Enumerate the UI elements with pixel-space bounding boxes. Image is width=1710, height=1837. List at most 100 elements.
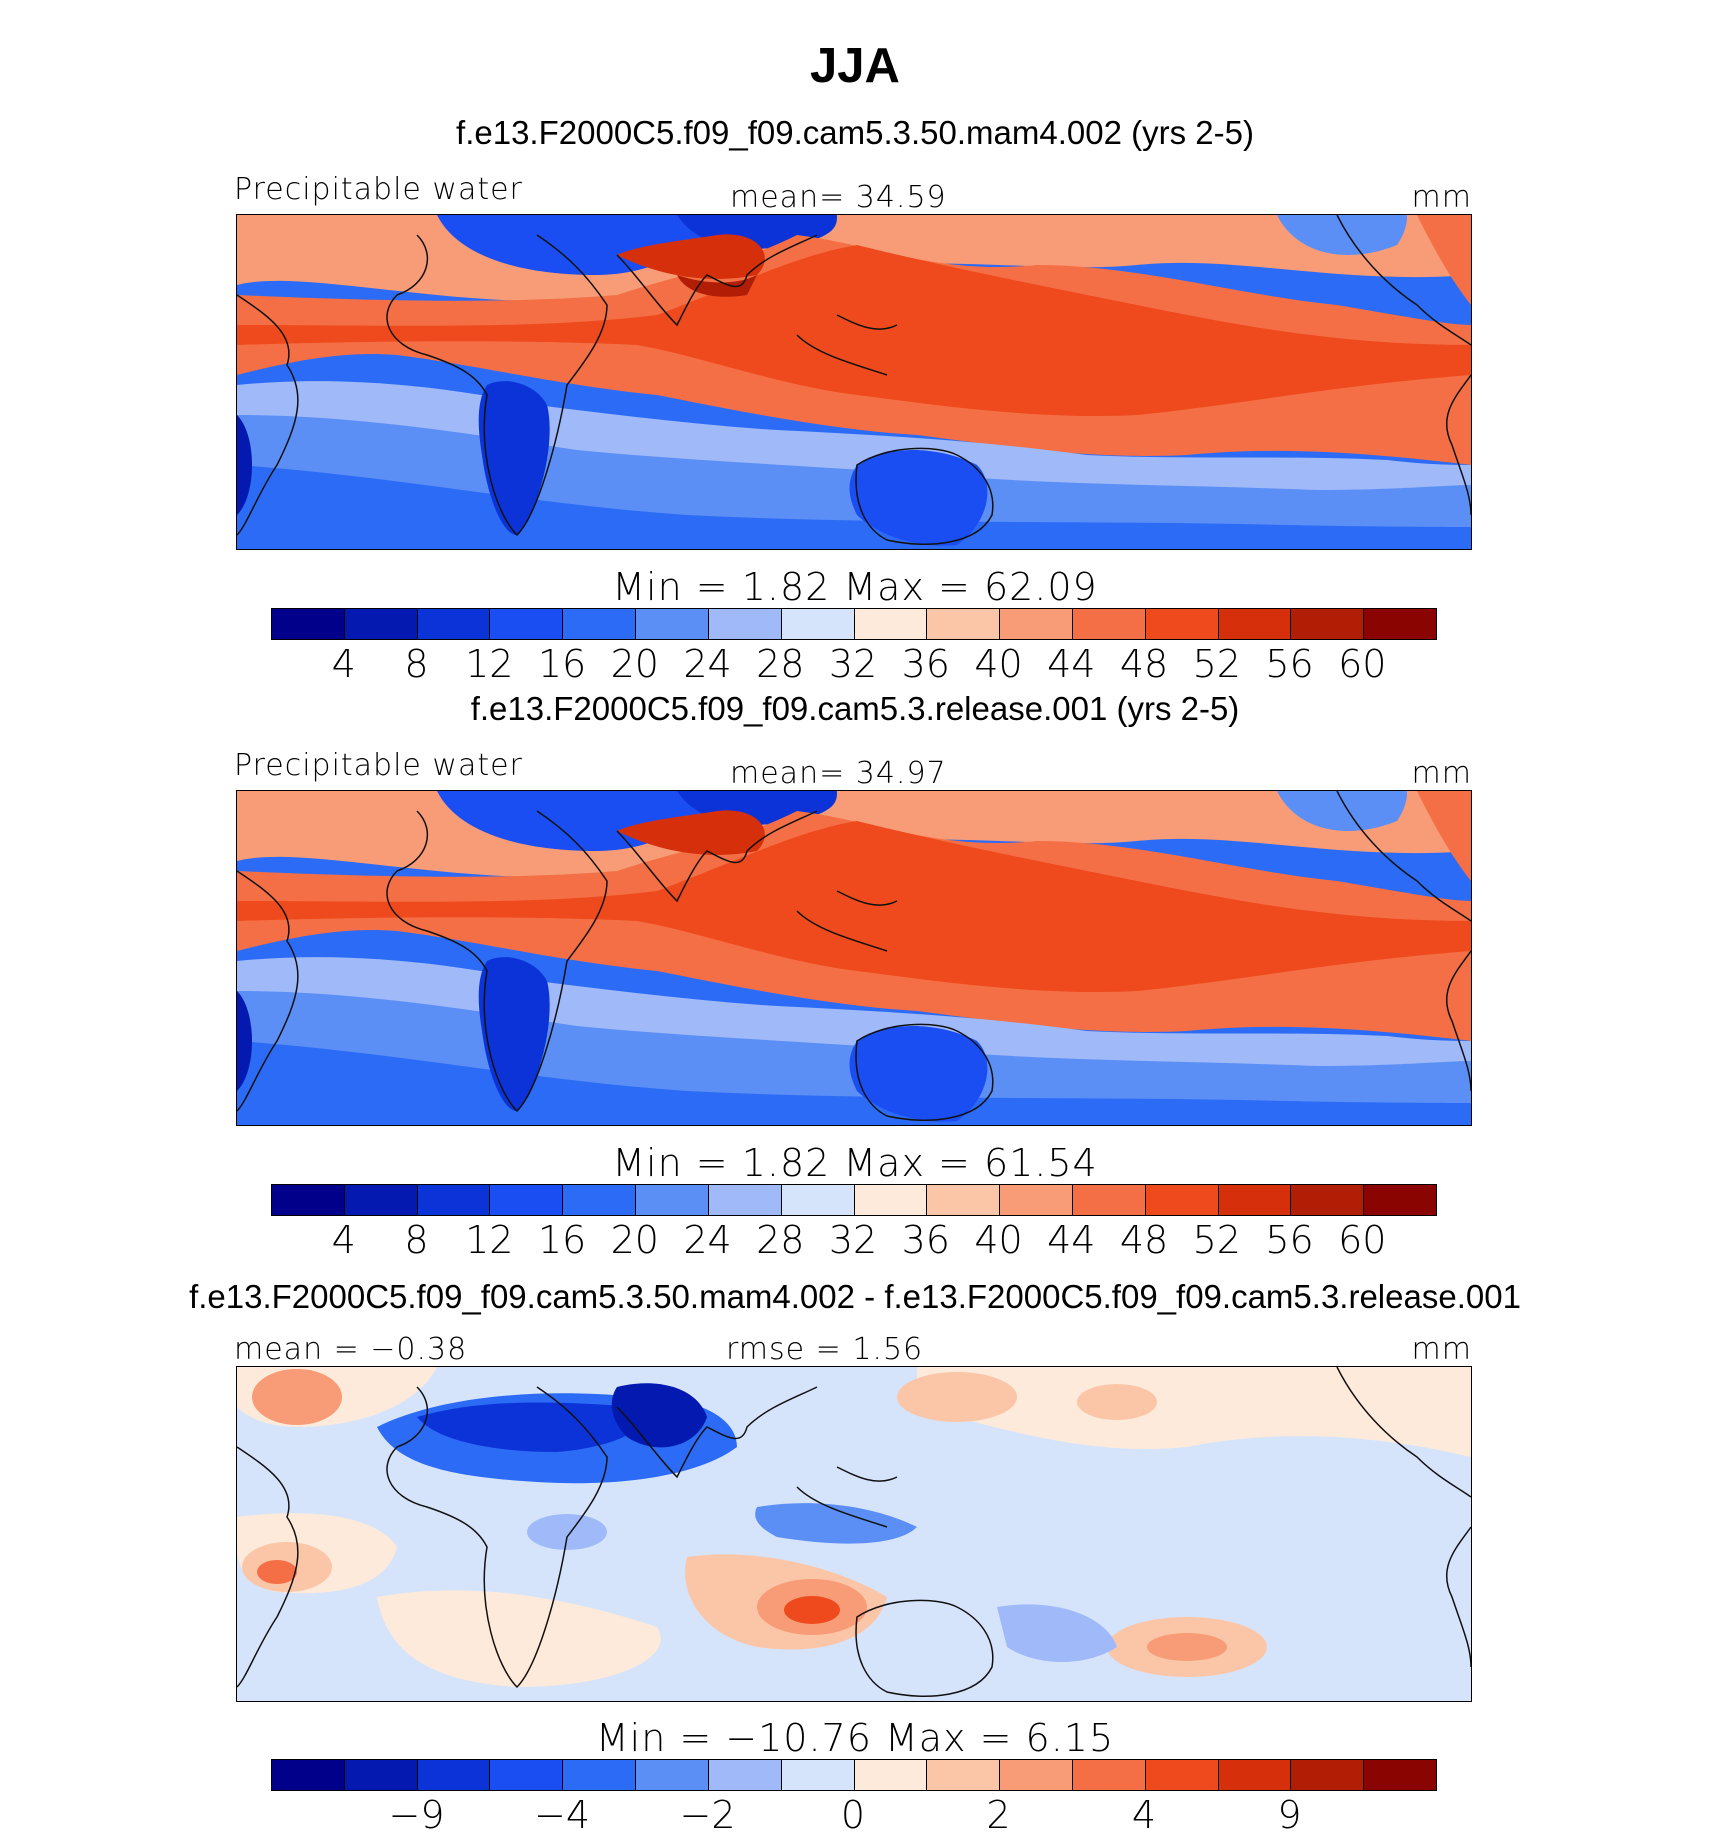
panel-2-map bbox=[236, 790, 1472, 1126]
colorbar-tick-label: 2 bbox=[986, 1793, 1011, 1837]
colorbar-tick-label: 0 bbox=[840, 1793, 866, 1837]
colorbar-swatch bbox=[1290, 1760, 1364, 1790]
colorbar-swatch bbox=[416, 609, 490, 639]
panel-2-colorbar bbox=[271, 1184, 1437, 1216]
colorbar-tick-label: 28 bbox=[756, 642, 805, 686]
colorbar-tick-label: −2 bbox=[679, 1793, 736, 1837]
panel-1-mean-label: mean= 34.59 bbox=[730, 180, 947, 215]
colorbar-swatch bbox=[1144, 1185, 1218, 1215]
colorbar-tick-label: 32 bbox=[828, 642, 878, 686]
panel-2-title: f.e13.F2000C5.f09_f09.cam5.3.release.001… bbox=[470, 690, 1240, 727]
colorbar-tick-label: 16 bbox=[537, 642, 587, 686]
colorbar-swatch bbox=[1071, 609, 1145, 639]
colorbar-swatch bbox=[707, 609, 781, 639]
colorbar-swatch bbox=[562, 1760, 636, 1790]
colorbar-swatch bbox=[780, 609, 854, 639]
colorbar-swatch bbox=[999, 1760, 1072, 1790]
colorbar-tick-label: 44 bbox=[1047, 1218, 1096, 1262]
colorbar-swatch bbox=[853, 1760, 927, 1790]
panel-1-units-label: mm bbox=[1411, 180, 1472, 215]
colorbar-swatch bbox=[489, 609, 563, 639]
colorbar-tick-label: 48 bbox=[1119, 642, 1169, 686]
colorbar-swatch bbox=[416, 1760, 490, 1790]
colorbar-tick-label: 60 bbox=[1338, 1218, 1387, 1262]
colorbar-tick-label: 56 bbox=[1265, 1218, 1314, 1262]
season-title: JJA bbox=[810, 39, 900, 93]
colorbar-swatch bbox=[1217, 609, 1291, 639]
colorbar-swatch bbox=[562, 1185, 636, 1215]
colorbar-tick-label: 40 bbox=[974, 642, 1023, 686]
colorbar-tick-label: 56 bbox=[1265, 642, 1314, 686]
panel-3-mean-label: mean = −0.38 bbox=[234, 1332, 468, 1367]
colorbar-tick-label: 52 bbox=[1192, 1218, 1241, 1262]
colorbar-swatch bbox=[999, 609, 1072, 639]
colorbar-swatch bbox=[926, 609, 1000, 639]
colorbar-swatch bbox=[635, 1760, 708, 1790]
colorbar-swatch bbox=[780, 1185, 854, 1215]
colorbar-tick-label: 4 bbox=[331, 642, 356, 686]
colorbar-tick-label: −4 bbox=[533, 1793, 591, 1837]
colorbar-swatch bbox=[853, 1185, 927, 1215]
panel-1-title: f.e13.F2000C5.f09_f09.cam5.3.50.mam4.002… bbox=[456, 114, 1254, 151]
panel-2-minmax: Min = 1.82 Max = 61.54 bbox=[612, 1141, 1098, 1185]
panel-1-colorbar-ticks: 4 8 12 16 20 24 28 32 36 40 44 48 52 56 60 bbox=[271, 642, 1435, 686]
colorbar-tick-label: 36 bbox=[901, 642, 950, 686]
colorbar-tick-label: 4 bbox=[331, 1218, 356, 1262]
colorbar-swatch bbox=[272, 1760, 344, 1790]
colorbar-swatch bbox=[1290, 1185, 1364, 1215]
colorbar-swatch bbox=[489, 1185, 563, 1215]
colorbar-swatch bbox=[343, 609, 417, 639]
colorbar-swatch bbox=[707, 1185, 781, 1215]
panel-1-colorbar bbox=[271, 608, 1437, 640]
colorbar-swatch bbox=[562, 609, 636, 639]
colorbar-swatch bbox=[1144, 609, 1218, 639]
colorbar-swatch bbox=[1363, 1760, 1436, 1790]
colorbar-swatch bbox=[635, 1185, 708, 1215]
colorbar-tick-label: 40 bbox=[974, 1218, 1023, 1262]
panel-3-colorbar-ticks: −9 −4 −2 0 2 4 9 bbox=[271, 1793, 1435, 1837]
colorbar-swatch bbox=[780, 1760, 854, 1790]
colorbar-tick-label: 16 bbox=[537, 1218, 587, 1262]
colorbar-swatch bbox=[1071, 1185, 1145, 1215]
colorbar-tick-label: 8 bbox=[404, 1218, 429, 1262]
colorbar-tick-label: 48 bbox=[1119, 1218, 1169, 1262]
colorbar-tick-label: 24 bbox=[683, 1218, 732, 1262]
colorbar-swatch bbox=[853, 609, 927, 639]
colorbar-tick-label: 52 bbox=[1192, 642, 1241, 686]
colorbar-tick-label: 4 bbox=[1131, 1793, 1157, 1837]
colorbar-tick-label: 36 bbox=[901, 1218, 950, 1262]
panel-3-title: f.e13.F2000C5.f09_f09.cam5.3.50.mam4.002… bbox=[189, 1278, 1521, 1315]
colorbar-swatch bbox=[343, 1185, 417, 1215]
colorbar-tick-label: 12 bbox=[465, 1218, 514, 1262]
colorbar-tick-label: 24 bbox=[683, 642, 732, 686]
panel-2-variable-label: Precipitable water bbox=[234, 748, 523, 783]
panel-3-units-label: mm bbox=[1411, 1332, 1472, 1367]
colorbar-swatch bbox=[1363, 609, 1436, 639]
panel-2-map-field bbox=[237, 791, 1471, 1125]
colorbar-swatch bbox=[635, 609, 708, 639]
panel-3-rmse-label: rmse = 1.56 bbox=[726, 1332, 924, 1367]
colorbar-tick-label: 60 bbox=[1338, 642, 1387, 686]
colorbar-tick-label: 12 bbox=[465, 642, 514, 686]
colorbar-swatch bbox=[272, 1185, 344, 1215]
colorbar-tick-label: 32 bbox=[828, 1218, 878, 1262]
panel-3-colorbar bbox=[271, 1759, 1437, 1791]
panel-1-map-field bbox=[237, 215, 1471, 549]
colorbar-swatch bbox=[1144, 1760, 1218, 1790]
colorbar-tick-label: 20 bbox=[610, 1218, 659, 1262]
colorbar-swatch bbox=[1217, 1185, 1291, 1215]
colorbar-tick-label: 28 bbox=[756, 1218, 805, 1262]
colorbar-swatch bbox=[1217, 1760, 1291, 1790]
colorbar-swatch bbox=[489, 1760, 563, 1790]
colorbar-swatch bbox=[707, 1760, 781, 1790]
panel-3-minmax: Min = −10.76 Max = 6.15 bbox=[595, 1716, 1115, 1760]
colorbar-tick-label: −9 bbox=[388, 1793, 445, 1837]
panel-3-map-field bbox=[237, 1367, 1471, 1701]
colorbar-swatch bbox=[1290, 609, 1364, 639]
colorbar-tick-label: 9 bbox=[1277, 1793, 1302, 1837]
panel-2-colorbar-ticks: 4 8 12 16 20 24 28 32 36 40 44 48 52 56 60 bbox=[271, 1218, 1435, 1262]
colorbar-swatch bbox=[926, 1760, 1000, 1790]
colorbar-swatch bbox=[416, 1185, 490, 1215]
colorbar-tick-label: 8 bbox=[404, 642, 429, 686]
panel-1-map bbox=[236, 214, 1472, 550]
